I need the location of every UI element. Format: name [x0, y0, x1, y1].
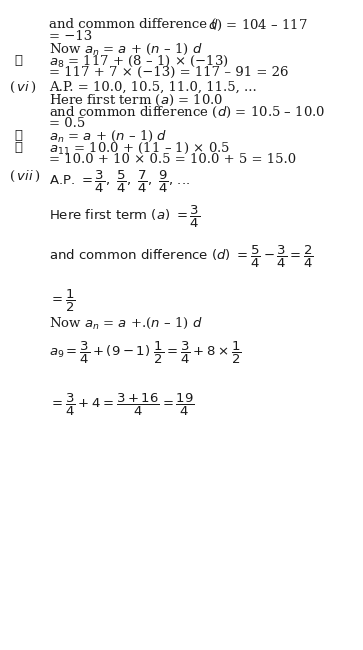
Text: = 0.5: = 0.5 [49, 117, 85, 130]
Text: $a_8$ = 117 + (8 – 1) × (−13): $a_8$ = 117 + (8 – 1) × (−13) [49, 55, 229, 70]
Text: $= \dfrac{3}{4} + 4 = \dfrac{3+16}{4} = \dfrac{19}{4}$: $= \dfrac{3}{4} + 4 = \dfrac{3+16}{4} = … [49, 392, 195, 418]
Text: $a_n$ = $a$ + ($n$ – 1) $d$: $a_n$ = $a$ + ($n$ – 1) $d$ [49, 129, 167, 144]
Text: $d$) = 104 – 117: $d$) = 104 – 117 [208, 18, 308, 33]
Text: Here first term ($a$) $= \dfrac{3}{4}$: Here first term ($a$) $= \dfrac{3}{4}$ [49, 204, 200, 230]
Text: A.P. $= \dfrac{3}{4},\ \dfrac{5}{4},\ \dfrac{7}{4},\ \dfrac{9}{4}$, ...: A.P. $= \dfrac{3}{4},\ \dfrac{5}{4},\ \d… [49, 169, 190, 195]
Text: ∴: ∴ [14, 129, 22, 142]
Text: A.P. = 10.0, 10.5, 11.0, 11.5, ...: A.P. = 10.0, 10.5, 11.0, 11.5, ... [49, 81, 257, 94]
Text: $a_9 = \dfrac{3}{4} + (9-1)\ \dfrac{1}{2} = \dfrac{3}{4} + 8 \times \dfrac{1}{2}: $a_9 = \dfrac{3}{4} + (9-1)\ \dfrac{1}{2… [49, 340, 242, 366]
Text: ( $vi$ ): ( $vi$ ) [9, 81, 37, 96]
Text: = −13: = −13 [49, 30, 92, 43]
Text: = 10.0 + 10 × 0.5 = 10.0 + 5 = 15.0: = 10.0 + 10 × 0.5 = 10.0 + 5 = 15.0 [49, 153, 296, 166]
Text: $a_{11}$ = 10.0 + (11 – 1) × 0.5: $a_{11}$ = 10.0 + (11 – 1) × 0.5 [49, 141, 230, 156]
Text: Now $a_n$ = $a$ +.($n$ – 1) $d$: Now $a_n$ = $a$ +.($n$ – 1) $d$ [49, 316, 203, 332]
Text: = 117 + 7 × (−13) = 117 – 91 = 26: = 117 + 7 × (−13) = 117 – 91 = 26 [49, 66, 289, 79]
Text: ∴: ∴ [14, 141, 22, 154]
Text: $= \dfrac{1}{2}$: $= \dfrac{1}{2}$ [49, 288, 76, 314]
Text: and common difference ($d$) $= \dfrac{5}{4} - \dfrac{3}{4} = \dfrac{2}{4}$: and common difference ($d$) $= \dfrac{5}… [49, 244, 314, 270]
Text: Now $a_n$ = $a$ + ($n$ – 1) $d$: Now $a_n$ = $a$ + ($n$ – 1) $d$ [49, 42, 203, 57]
Text: ( $vii$ ): ( $vii$ ) [9, 169, 41, 184]
Text: ∴: ∴ [14, 55, 22, 67]
Text: and common difference (: and common difference ( [49, 18, 216, 31]
Text: and common difference ($d$) = 10.5 – 10.0: and common difference ($d$) = 10.5 – 10.… [49, 105, 325, 120]
Text: Here first term ($a$) = 10.0: Here first term ($a$) = 10.0 [49, 92, 224, 108]
